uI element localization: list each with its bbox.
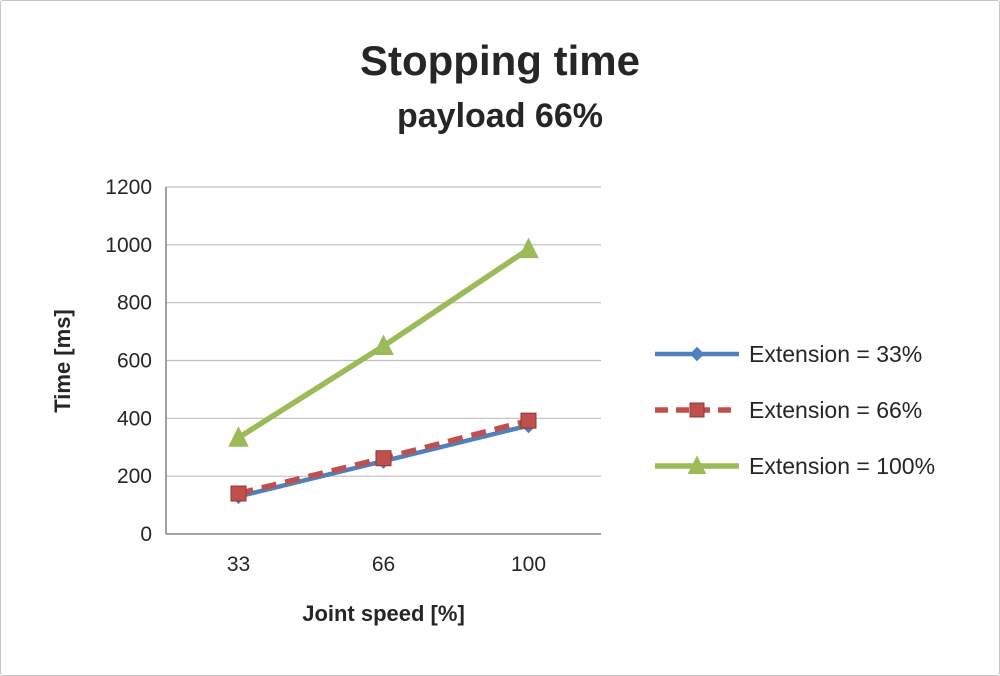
legend-swatch [655, 346, 739, 362]
y-tick-label: 1000 [105, 234, 152, 257]
chart-subtitle: payload 66% [397, 97, 603, 135]
legend-item: Extension = 33% [653, 331, 998, 377]
square-marker [230, 485, 247, 502]
triangle-marker [373, 334, 394, 356]
square-marker [375, 450, 392, 467]
legend-label: Extension = 33% [749, 340, 923, 367]
y-tick-label: 400 [117, 407, 152, 430]
y-tick-label: 200 [117, 465, 152, 488]
legend-label: Extension = 100% [749, 452, 936, 479]
triangle-marker [518, 237, 539, 259]
legend-item: Extension = 100% [653, 443, 998, 489]
legend-swatch [655, 455, 739, 474]
y-tick-label: 600 [117, 350, 152, 373]
square-marker [520, 412, 537, 429]
square-marker [689, 402, 705, 418]
x-tick-label: 33 [227, 553, 250, 576]
triangle-marker [228, 426, 249, 447]
legend-label: Extension = 66% [749, 396, 923, 423]
y-tick-label: 1200 [105, 176, 152, 199]
triangle-marker [687, 455, 707, 474]
legend-item: Extension = 66% [653, 387, 998, 433]
x-axis-title: Joint speed [%] [302, 601, 465, 626]
y-tick-label: 0 [140, 523, 152, 546]
diamond-marker [689, 346, 705, 362]
legend-swatch [655, 402, 739, 418]
x-tick-label: 100 [511, 553, 546, 576]
legend: Extension = 33% Extension = 66% Extension … [653, 331, 998, 499]
chart-title: Stopping time [360, 37, 640, 84]
x-tick-label: 66 [372, 553, 395, 576]
y-tick-label: 800 [117, 292, 152, 315]
